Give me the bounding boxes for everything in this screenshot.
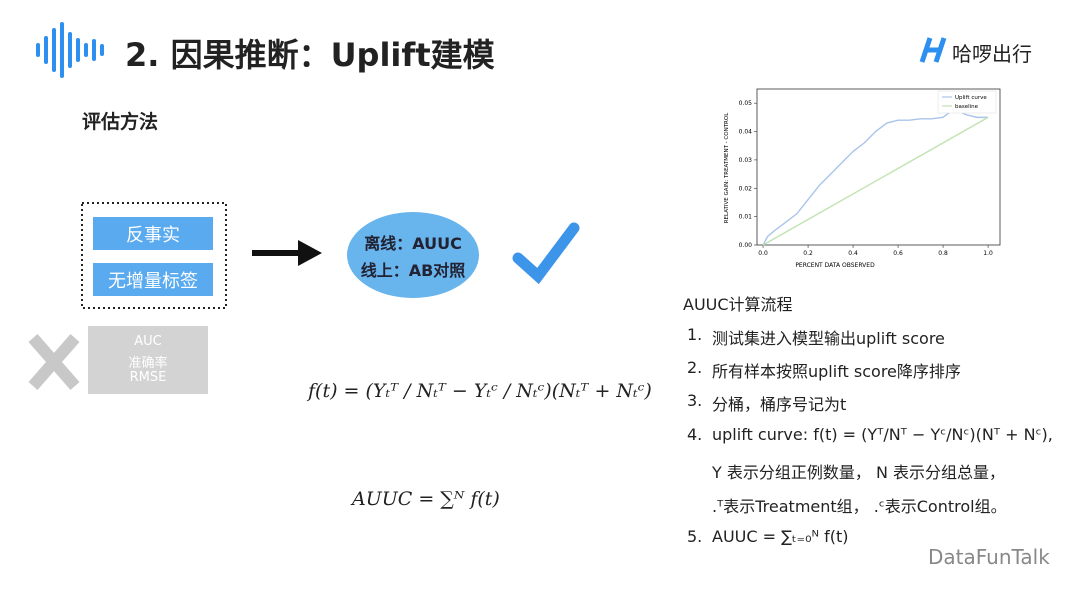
problem-box [81,202,227,309]
step-text: uplift curve: f(t) = (Yᵀ/Nᵀ − Yᶜ/Nᶜ)(Nᵀ … [712,425,1053,444]
step-number: 5. [687,527,703,546]
rejected-metric: AUC [134,334,162,349]
cross-mark [28,334,80,390]
x-tick-label: 0.4 [848,250,858,257]
step-text: .ᵀ表示Treatment组， .ᶜ表示Control组。 [712,497,1007,516]
arrow-head [298,240,322,266]
formula: AUUC = ∑ᴺ f(t) [352,488,500,510]
x-tick-label: 0.6 [893,250,903,257]
footer: DataFunTalk [928,545,1050,569]
legend-label: baseline [955,104,979,110]
y-tick-label: 0.00 [739,242,753,249]
step-number: 3. [687,391,703,410]
y-tick-label: 0.05 [739,100,753,107]
solution: 线上：AB对照 [360,261,466,280]
step-number: 1. [687,325,703,344]
solution-ellipse [347,212,479,298]
y-tick-label: 0.01 [739,214,753,221]
logo: 哈啰出行 [952,42,1032,66]
problem: 无增量标签 [93,263,213,296]
y-tick-label: 0.03 [739,157,753,164]
x-tick-label: 0.8 [938,250,948,257]
y-axis-label: RELATIVE GAIN: TREATMENT - CONTROL [724,112,730,223]
check-mark [512,222,580,285]
step-number: 4. [687,425,703,444]
series-line [762,116,989,246]
legend-box [937,90,997,114]
problem: 反事实 [93,217,213,250]
rejected-metric: RMSE [129,370,167,385]
rejected-box [88,326,208,394]
step-text: AUUC = ∑ₜ₌₀ᴺ f(t) [712,527,849,546]
wave-icon [36,22,104,78]
x-axis-label: PERCENT DATA OBSERVED [795,262,875,269]
solution: 离线：AUUC [364,234,462,253]
formula: f(t) = (Yₜᵀ / Nₜᵀ − Yₜᶜ / Nₜᶜ)(Nₜᵀ + Nₜᶜ… [308,380,652,402]
y-tick-label: 0.04 [739,129,753,136]
x-tick-label: 0.2 [803,250,813,257]
plot-area [756,88,1001,246]
steps-title: AUUC计算流程 [683,295,793,314]
x-tick-label: 1.0 [983,250,993,257]
title: 2. 因果推断：Uplift建模 [125,36,495,74]
legend-label: Uplift curve [955,95,987,101]
y-tick-label: 0.02 [739,185,753,192]
chart: PERCENT DATA OBSERVED RELATIVE GAIN: TRE… [724,88,1001,269]
x-tick-label: 0.0 [758,250,768,257]
logo-icon [919,37,947,63]
section-title: 评估方法 [82,111,159,133]
step-text: 分桶，桶序号记为t [712,395,847,414]
step-text: 所有样本按照uplift score降序排序 [712,362,961,381]
step-number: 2. [687,358,703,377]
step-text: 测试集进入模型输出uplift score [712,329,945,348]
series-line [762,108,989,246]
step-text: Y 表示分组正例数量， N 表示分组总量， [712,463,1006,482]
rejected-metric: 准确率 [128,356,168,371]
